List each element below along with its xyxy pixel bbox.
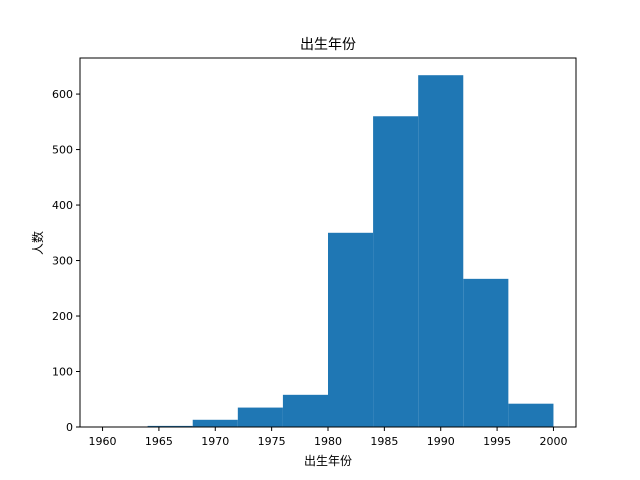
- x-tick-label: 1990: [427, 435, 455, 448]
- bars-group: [147, 75, 554, 428]
- y-tick-label: 200: [52, 310, 73, 323]
- x-axis-label: 出生年份: [304, 454, 352, 468]
- histogram-bar: [373, 116, 419, 428]
- histogram-bar: [418, 75, 464, 427]
- x-tick-label: 1975: [258, 435, 286, 448]
- histogram-bar: [282, 394, 328, 427]
- x-tick-label: 1995: [483, 435, 511, 448]
- histogram-bar: [508, 403, 554, 427]
- y-tick-label: 0: [66, 421, 73, 434]
- x-tick-label: 2000: [539, 435, 567, 448]
- histogram-bar: [147, 425, 193, 427]
- y-tick-label: 100: [52, 366, 73, 379]
- histogram-bar: [463, 278, 509, 427]
- chart-title: 出生年份: [300, 37, 356, 53]
- y-tick-label: 400: [52, 199, 73, 212]
- y-tick-label: 500: [52, 144, 73, 157]
- y-axis-ticks: 0 100 200 300 400 500 600: [52, 88, 80, 434]
- x-tick-label: 1970: [201, 435, 229, 448]
- x-axis-ticks: 1960 1965 1970 1975 1980 1985 1990 1995 2000: [89, 427, 567, 448]
- x-tick-label: 1960: [89, 435, 117, 448]
- y-axis-label: 人数: [30, 231, 45, 255]
- y-tick-label: 300: [52, 255, 73, 268]
- x-tick-label: 1980: [314, 435, 342, 448]
- y-tick-label: 600: [52, 88, 73, 101]
- histogram-bar: [237, 407, 283, 427]
- histogram-bar: [328, 232, 374, 427]
- x-tick-label: 1965: [145, 435, 173, 448]
- histogram-bar: [192, 419, 238, 427]
- x-tick-label: 1985: [370, 435, 398, 448]
